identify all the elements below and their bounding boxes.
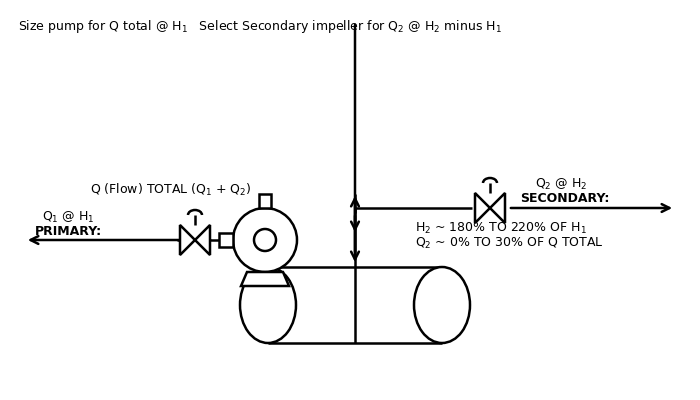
Polygon shape <box>219 233 233 247</box>
Polygon shape <box>195 225 210 255</box>
Ellipse shape <box>240 267 296 343</box>
Bar <box>268 267 442 343</box>
Polygon shape <box>475 193 490 223</box>
Text: Q$_2$ ~ 0% TO 30% OF Q TOTAL: Q$_2$ ~ 0% TO 30% OF Q TOTAL <box>415 236 603 251</box>
Text: SECONDARY:: SECONDARY: <box>520 192 610 205</box>
Polygon shape <box>180 225 195 255</box>
Text: Q$_1$ @ H$_1$: Q$_1$ @ H$_1$ <box>42 210 94 225</box>
Circle shape <box>254 229 276 251</box>
Ellipse shape <box>414 267 470 343</box>
Polygon shape <box>241 272 289 286</box>
Text: Size pump for Q total @ H$_1$   Select Secondary impeller for Q$_2$ @ H$_2$ minu: Size pump for Q total @ H$_1$ Select Sec… <box>18 18 502 35</box>
Text: Q (Flow) TOTAL (Q$_1$ + Q$_2$): Q (Flow) TOTAL (Q$_1$ + Q$_2$) <box>90 182 251 198</box>
Polygon shape <box>490 193 505 223</box>
Text: PRIMARY:: PRIMARY: <box>35 225 102 238</box>
Text: H$_2$ ~ 180% TO 220% OF H$_1$: H$_2$ ~ 180% TO 220% OF H$_1$ <box>415 221 587 236</box>
Circle shape <box>233 208 297 272</box>
Text: Q$_2$ @ H$_2$: Q$_2$ @ H$_2$ <box>535 177 587 192</box>
Polygon shape <box>259 194 271 208</box>
